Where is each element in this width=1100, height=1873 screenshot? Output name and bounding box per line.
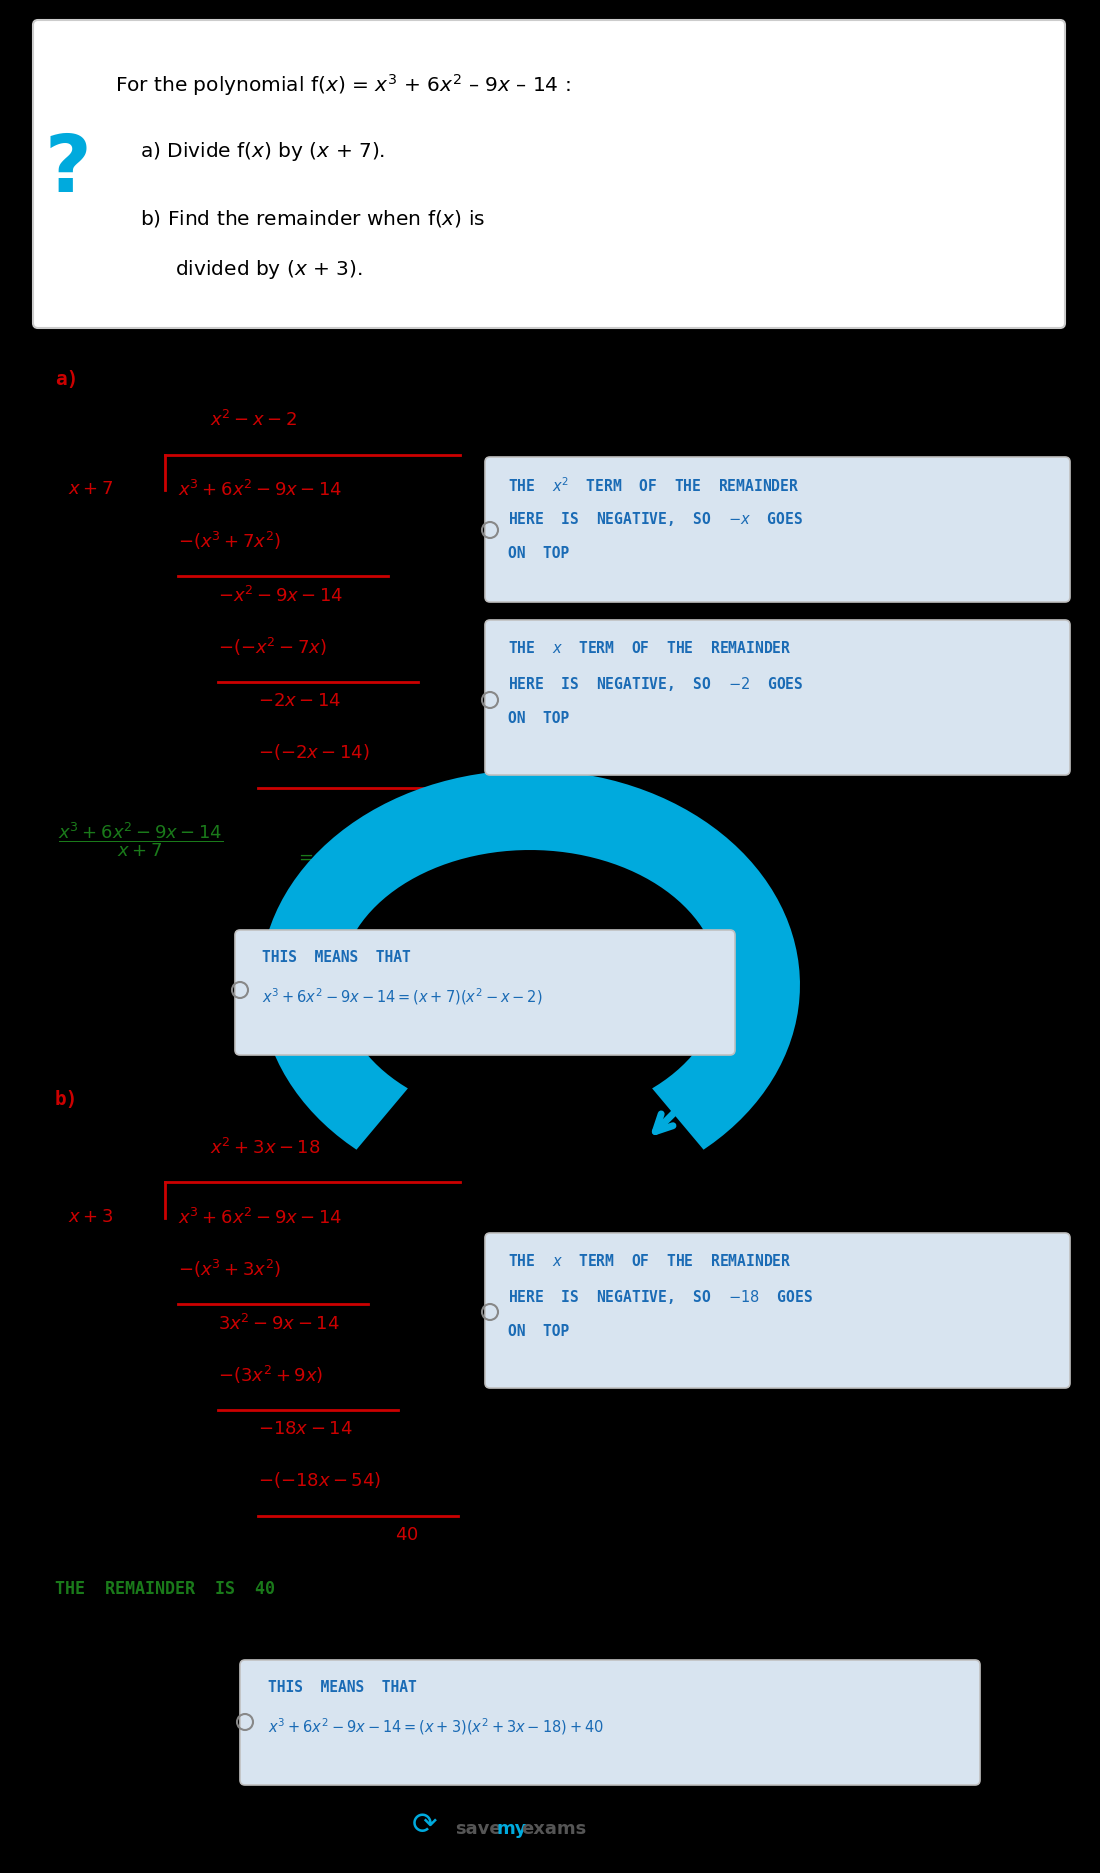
Text: $-(-2x-14)$: $-(-2x-14)$ <box>258 742 370 762</box>
Text: HERE  IS  NEGATIVE,  SO  $-2$  GOES: HERE IS NEGATIVE, SO $-2$ GOES <box>508 674 804 693</box>
Text: ON  TOP: ON TOP <box>508 1324 570 1339</box>
Text: ON  TOP: ON TOP <box>508 712 570 727</box>
Text: b) Find the remainder when f($x$) is: b) Find the remainder when f($x$) is <box>140 208 485 229</box>
Text: $-(-x^2-7x)$: $-(-x^2-7x)$ <box>218 637 327 657</box>
Text: $3x^2-9x-14$: $3x^2-9x-14$ <box>218 1315 340 1334</box>
Text: $-(3x^2+9x)$: $-(3x^2+9x)$ <box>218 1364 323 1386</box>
Text: $x+7$: $x+7$ <box>68 479 113 498</box>
Text: a): a) <box>55 371 78 390</box>
Text: THE  $x$  TERM  OF  THE  REMAINDER: THE $x$ TERM OF THE REMAINDER <box>508 641 792 656</box>
Text: my: my <box>497 1821 528 1837</box>
Text: divided by ($x$ + 3).: divided by ($x$ + 3). <box>175 258 363 281</box>
Text: For the polynomial f($x$) = $x^3$ + 6$x^2$ – 9$x$ – 14 :: For the polynomial f($x$) = $x^3$ + 6$x^… <box>116 71 571 97</box>
Text: $40$: $40$ <box>395 1526 418 1543</box>
Text: $x^2-x-2$: $x^2-x-2$ <box>210 410 297 431</box>
FancyBboxPatch shape <box>485 1232 1070 1388</box>
Text: $0$: $0$ <box>402 798 414 817</box>
Text: a) Divide f($x$) by ($x$ + 7).: a) Divide f($x$) by ($x$ + 7). <box>140 140 385 163</box>
Text: THIS  MEANS  THAT: THIS MEANS THAT <box>268 1680 417 1695</box>
Text: ON  TOP: ON TOP <box>508 547 570 562</box>
FancyBboxPatch shape <box>240 1659 980 1785</box>
Text: THE  REMAINDER  IS  40: THE REMAINDER IS 40 <box>55 1581 275 1598</box>
Text: $x+3$: $x+3$ <box>68 1208 113 1227</box>
Text: $-2x-14$: $-2x-14$ <box>258 691 341 710</box>
Text: $x^2+3x-18$: $x^2+3x-18$ <box>210 1139 320 1158</box>
Text: save: save <box>455 1821 502 1837</box>
Text: $x^3+6x^2-9x-14$: $x^3+6x^2-9x-14$ <box>178 479 342 500</box>
Text: HERE  IS  NEGATIVE,  SO  $-18$  GOES: HERE IS NEGATIVE, SO $-18$ GOES <box>508 1289 813 1305</box>
Text: ?: ? <box>45 131 91 210</box>
FancyBboxPatch shape <box>33 21 1065 328</box>
Text: $= x^2-x-2$: $= x^2-x-2$ <box>295 848 404 867</box>
Text: THE  $x$  TERM  OF  THE  REMAINDER: THE $x$ TERM OF THE REMAINDER <box>508 1253 792 1270</box>
FancyBboxPatch shape <box>485 620 1070 775</box>
Text: THIS  MEANS  THAT: THIS MEANS THAT <box>262 950 410 965</box>
Text: $x^3+6x^2-9x-14 = (x+3)(x^2+3x-18)+40$: $x^3+6x^2-9x-14 = (x+3)(x^2+3x-18)+40$ <box>268 1716 604 1736</box>
FancyBboxPatch shape <box>235 931 735 1054</box>
Text: $-(x^3+3x^2)$: $-(x^3+3x^2)$ <box>178 1259 282 1279</box>
Text: $-(x^3+7x^2)$: $-(x^3+7x^2)$ <box>178 530 282 553</box>
FancyBboxPatch shape <box>485 457 1070 601</box>
Text: THE  $x^2$  TERM  OF  THE  REMAINDER: THE $x^2$ TERM OF THE REMAINDER <box>508 476 800 494</box>
Text: $x^3+6x^2-9x-14 = (x+7)(x^2-x-2)$: $x^3+6x^2-9x-14 = (x+7)(x^2-x-2)$ <box>262 985 542 1006</box>
Text: ⟳: ⟳ <box>412 1811 438 1839</box>
Text: $-18x-14$: $-18x-14$ <box>258 1420 353 1438</box>
Text: $\dfrac{x^3+6x^2-9x-14}{x+7}$: $\dfrac{x^3+6x^2-9x-14}{x+7}$ <box>58 820 223 858</box>
Text: $x^3+6x^2-9x-14$: $x^3+6x^2-9x-14$ <box>178 1208 342 1229</box>
PathPatch shape <box>260 770 800 1150</box>
Text: $-x^2-9x-14$: $-x^2-9x-14$ <box>218 586 343 607</box>
Text: b): b) <box>55 1090 78 1109</box>
Text: exams: exams <box>521 1821 586 1837</box>
Text: $-(-18x-54)$: $-(-18x-54)$ <box>258 1470 382 1491</box>
Text: HERE  IS  NEGATIVE,  SO  $-x$  GOES: HERE IS NEGATIVE, SO $-x$ GOES <box>508 509 803 528</box>
